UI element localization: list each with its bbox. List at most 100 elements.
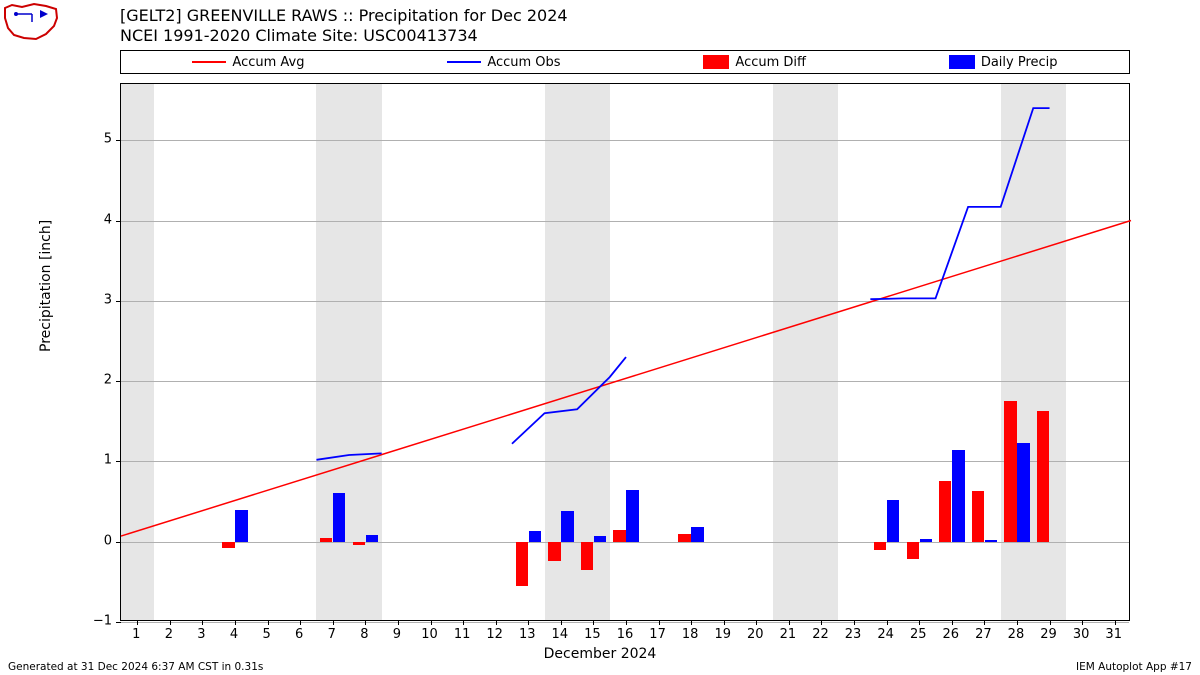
x-tick-label: 12 bbox=[486, 627, 503, 642]
legend-swatch bbox=[192, 61, 226, 63]
x-tick-label: 10 bbox=[421, 627, 438, 642]
x-tick bbox=[496, 620, 497, 625]
x-tick bbox=[854, 620, 855, 625]
iem-logo bbox=[2, 2, 60, 42]
x-tick-label: 15 bbox=[584, 627, 601, 642]
y-tick-label: −1 bbox=[82, 614, 112, 629]
legend-label: Accum Diff bbox=[735, 55, 806, 70]
x-tick-label: 16 bbox=[617, 627, 634, 642]
x-tick-label: 19 bbox=[714, 627, 731, 642]
x-tick-label: 9 bbox=[393, 627, 401, 642]
legend-label: Accum Avg bbox=[232, 55, 304, 70]
x-tick-label: 20 bbox=[747, 627, 764, 642]
x-tick-label: 14 bbox=[552, 627, 569, 642]
y-tick-label: 2 bbox=[82, 373, 112, 388]
x-tick bbox=[789, 620, 790, 625]
legend-swatch bbox=[447, 61, 481, 63]
x-tick-label: 2 bbox=[165, 627, 173, 642]
x-tick bbox=[691, 620, 692, 625]
accum-obs-line bbox=[316, 453, 381, 459]
x-tick bbox=[1082, 620, 1083, 625]
x-tick-label: 8 bbox=[360, 627, 368, 642]
legend: Accum Avg Accum Obs Accum Diff Daily Precip bbox=[120, 50, 1130, 74]
x-tick bbox=[300, 620, 301, 625]
accum-obs-line bbox=[512, 357, 626, 444]
x-tick-label: 21 bbox=[780, 627, 797, 642]
x-tick bbox=[235, 620, 236, 625]
x-tick bbox=[561, 620, 562, 625]
chart-title: [GELT2] GREENVILLE RAWS :: Precipitation… bbox=[120, 6, 568, 46]
x-tick-label: 23 bbox=[845, 627, 862, 642]
x-tick-label: 11 bbox=[454, 627, 471, 642]
y-tick-label: 3 bbox=[82, 292, 112, 307]
x-tick bbox=[365, 620, 366, 625]
y-tick bbox=[116, 221, 121, 222]
title-line-1: [GELT2] GREENVILLE RAWS :: Precipitation… bbox=[120, 6, 568, 26]
x-tick bbox=[528, 620, 529, 625]
x-tick bbox=[952, 620, 953, 625]
x-tick-label: 24 bbox=[877, 627, 894, 642]
x-tick-label: 31 bbox=[1105, 627, 1122, 642]
legend-label: Accum Obs bbox=[487, 55, 560, 70]
legend-item: Daily Precip bbox=[949, 55, 1058, 70]
x-tick bbox=[170, 620, 171, 625]
x-tick bbox=[333, 620, 334, 625]
legend-label: Daily Precip bbox=[981, 55, 1058, 70]
legend-swatch bbox=[703, 55, 729, 69]
x-tick-label: 1 bbox=[132, 627, 140, 642]
x-tick bbox=[431, 620, 432, 625]
footer-app: IEM Autoplot App #17 bbox=[1076, 661, 1192, 673]
x-tick-label: 5 bbox=[262, 627, 270, 642]
x-tick bbox=[1050, 620, 1051, 625]
x-tick-label: 13 bbox=[519, 627, 536, 642]
x-tick bbox=[1115, 620, 1116, 625]
x-tick bbox=[463, 620, 464, 625]
x-tick-label: 27 bbox=[975, 627, 992, 642]
x-tick-label: 29 bbox=[1040, 627, 1057, 642]
y-tick bbox=[116, 461, 121, 462]
x-tick-label: 30 bbox=[1073, 627, 1090, 642]
y-tick-label: 1 bbox=[82, 453, 112, 468]
x-tick-label: 17 bbox=[649, 627, 666, 642]
x-tick bbox=[1017, 620, 1018, 625]
x-tick bbox=[268, 620, 269, 625]
legend-item: Accum Avg bbox=[192, 55, 304, 70]
x-tick bbox=[398, 620, 399, 625]
plot-area bbox=[120, 83, 1130, 621]
x-tick-label: 4 bbox=[230, 627, 238, 642]
x-tick bbox=[821, 620, 822, 625]
x-tick bbox=[887, 620, 888, 625]
x-tick bbox=[984, 620, 985, 625]
legend-item: Accum Obs bbox=[447, 55, 560, 70]
y-tick bbox=[116, 140, 121, 141]
x-tick bbox=[919, 620, 920, 625]
x-tick-label: 6 bbox=[295, 627, 303, 642]
x-tick bbox=[137, 620, 138, 625]
y-tick bbox=[116, 622, 121, 623]
x-tick-label: 25 bbox=[910, 627, 927, 642]
x-tick bbox=[202, 620, 203, 625]
x-tick bbox=[724, 620, 725, 625]
legend-item: Accum Diff bbox=[703, 55, 806, 70]
footer-generated: Generated at 31 Dec 2024 6:37 AM CST in … bbox=[8, 661, 263, 673]
accum-obs-line bbox=[870, 108, 1049, 299]
y-tick bbox=[116, 542, 121, 543]
x-tick bbox=[659, 620, 660, 625]
x-tick-label: 28 bbox=[1008, 627, 1025, 642]
y-tick-label: 5 bbox=[82, 132, 112, 147]
x-tick-label: 26 bbox=[943, 627, 960, 642]
y-tick-label: 0 bbox=[82, 533, 112, 548]
x-tick bbox=[756, 620, 757, 625]
x-tick-label: 22 bbox=[812, 627, 829, 642]
x-tick-label: 3 bbox=[197, 627, 205, 642]
x-tick bbox=[593, 620, 594, 625]
y-tick bbox=[116, 301, 121, 302]
y-axis-label: Precipitation [inch] bbox=[38, 220, 54, 352]
legend-swatch bbox=[949, 55, 975, 69]
y-tick bbox=[116, 381, 121, 382]
y-tick-label: 4 bbox=[82, 212, 112, 227]
x-tick-label: 18 bbox=[682, 627, 699, 642]
gridline bbox=[121, 622, 1129, 623]
x-tick bbox=[626, 620, 627, 625]
title-line-2: NCEI 1991-2020 Climate Site: USC00413734 bbox=[120, 26, 568, 46]
